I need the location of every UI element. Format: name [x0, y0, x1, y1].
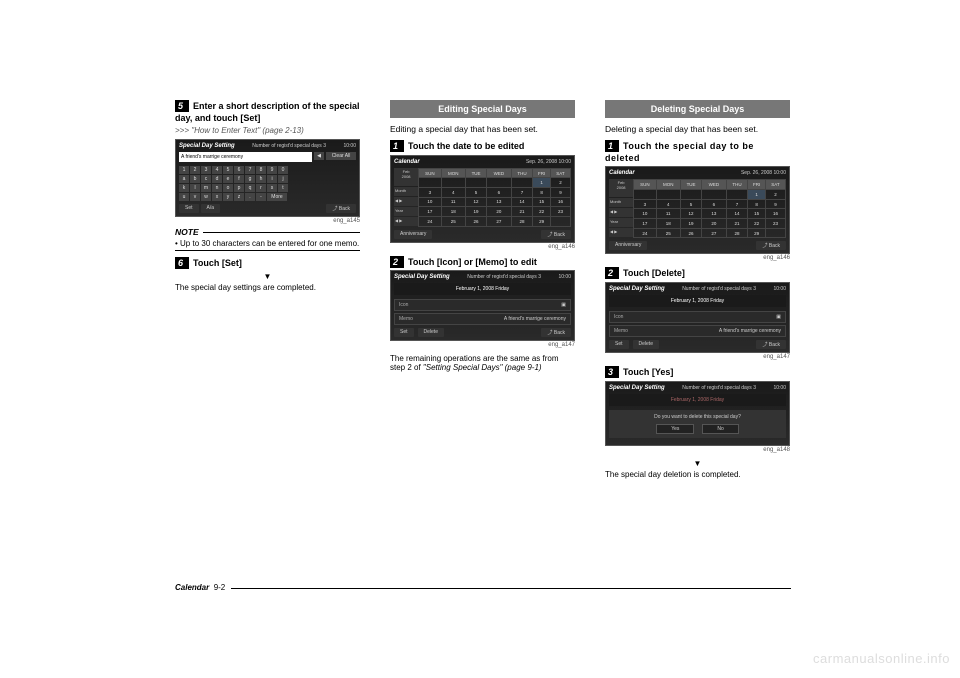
down-arrow-icon: ▼ [175, 272, 360, 281]
clear-all-button: Clear All [326, 152, 356, 160]
step-number-6: 6 [175, 257, 189, 269]
step-number-5: 5 [175, 100, 189, 112]
edit-step-2: 2Touch [Icon] or [Memo] to edit [390, 256, 575, 269]
set-button: Set [179, 204, 199, 213]
footer-page: 9-2 [214, 583, 226, 592]
calendar-grid: SUNMONTUEWEDTHUFRISAT 12 3456789 1011121… [418, 168, 571, 227]
page-footer: Calendar 9-2 [175, 588, 791, 598]
delete-result: The special day deletion is completed. [605, 470, 790, 479]
delete-confirm-screenshot: Special Day Setting Number of regist'd s… [605, 381, 790, 446]
note-label: NOTE [175, 227, 203, 237]
confirm-question: Do you want to delete this special day? [613, 414, 782, 420]
special-day-edit-screenshot: Special Day Setting Number of regist'd s… [390, 270, 575, 341]
no-button: No [702, 424, 738, 434]
edit-note: The remaining operations are the same as… [390, 354, 575, 372]
down-arrow-icon: ▼ [605, 459, 790, 468]
shift-button: A/a [201, 204, 221, 213]
column-2: Editing Special Days Editing a special d… [390, 100, 575, 485]
step5-text: Enter a short description of the special… [175, 101, 360, 123]
column-1: 5Enter a short description of the specia… [175, 100, 360, 485]
result-text: The special day settings are completed. [175, 283, 360, 292]
keyboard-screenshot: Special Day Setting Number of regist'd s… [175, 139, 360, 217]
del-step-1: 1Touch the special day to be deleted [605, 140, 790, 164]
deleting-intro: Deleting a special day that has been set… [605, 124, 790, 134]
back-button: ⤴ Back [326, 204, 356, 213]
footer-section: Calendar [175, 583, 209, 592]
del-step-3: 3Touch [Yes] [605, 366, 790, 379]
column-3: Deleting Special Days Deleting a special… [605, 100, 790, 485]
editing-heading: Editing Special Days [390, 100, 575, 118]
watermark: carmanualsonline.info [813, 651, 950, 666]
step-5: 5Enter a short description of the specia… [175, 100, 360, 124]
edit-step-1: 1Touch the date to be edited [390, 140, 575, 153]
deleting-heading: Deleting Special Days [605, 100, 790, 118]
special-day-delete-screenshot: Special Day Setting Number of regist'd s… [605, 282, 790, 353]
yes-button: Yes [656, 424, 694, 434]
caption: eng_a145 [175, 218, 360, 224]
calendar-screenshot-2: Calendar Sep. 26, 2008 10:00 Feb 2008 Mo… [605, 166, 790, 254]
memo-input: A friend's marrige ceremony [179, 152, 312, 162]
scr-title: Special Day Setting [179, 143, 235, 149]
editing-intro: Editing a special day that has been set. [390, 124, 575, 134]
step5-ref: >>> "How to Enter Text" (page 2-13) [175, 126, 360, 135]
del-step-2: 2Touch [Delete] [605, 267, 790, 280]
note-item: • Up to 30 characters can be entered for… [181, 239, 360, 248]
calendar-screenshot: Calendar Sep. 26, 2008 10:00 Feb 2008 Mo… [390, 155, 575, 243]
step-6: 6Touch [Set] [175, 257, 360, 270]
